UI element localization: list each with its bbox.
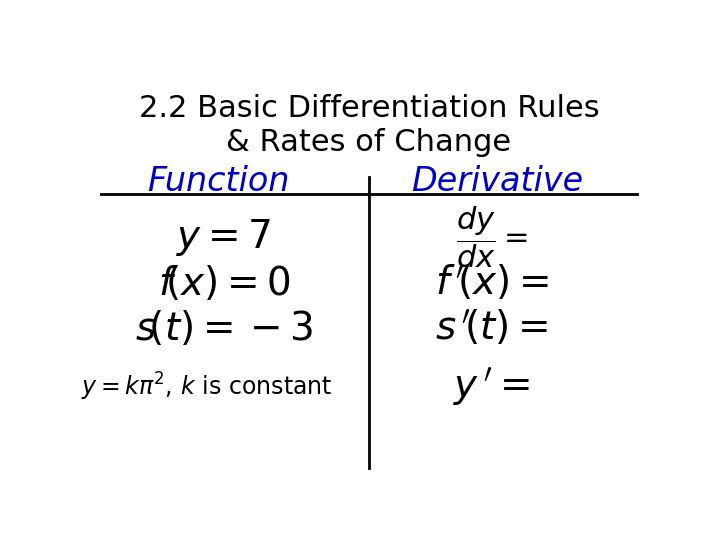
- Text: Derivative: Derivative: [411, 165, 583, 198]
- Text: 2.2 Basic Differentiation Rules
& Rates of Change: 2.2 Basic Differentiation Rules & Rates …: [139, 94, 599, 157]
- Text: $y=7$: $y=7$: [176, 217, 271, 258]
- Text: Function: Function: [147, 165, 289, 198]
- Text: $s\!\left(t\right)=-3$: $s\!\left(t\right)=-3$: [135, 309, 313, 348]
- Text: $\dfrac{dy}{dx}=$: $\dfrac{dy}{dx}=$: [456, 205, 528, 270]
- Text: $y\,'=$: $y\,'=$: [453, 366, 531, 408]
- Text: $f\,'\!\left(x\right)=$: $f\,'\!\left(x\right)=$: [435, 264, 549, 302]
- Text: $f\!\left(x\right)=0$: $f\!\left(x\right)=0$: [158, 264, 290, 302]
- Text: $s\,'\!\left(t\right)=$: $s\,'\!\left(t\right)=$: [436, 309, 548, 348]
- Text: $y=k\pi^2,\,k\text{ is constant}$: $y=k\pi^2,\,k\text{ is constant}$: [81, 371, 333, 403]
